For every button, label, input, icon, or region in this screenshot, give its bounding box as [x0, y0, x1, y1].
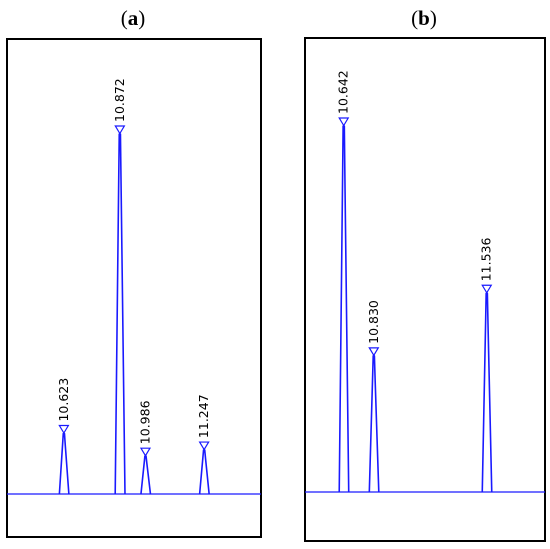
panel-b: (b) 10.642 10.830 11.536 [304, 6, 546, 542]
peak-marker-a-0 [58, 424, 70, 435]
peak-label-a-3: 11.247 [196, 394, 211, 438]
panel-a: (a) 10.623 10.872 10.986 11.247 [6, 6, 262, 538]
peak-label-b-0: 10.642 [336, 70, 351, 114]
peak-marker-b-2 [481, 284, 493, 294]
panel-a-frame [6, 38, 262, 538]
peak-marker-a-3 [198, 441, 210, 451]
peak-label-b-1: 10.830 [366, 300, 381, 344]
panel-b-title: (b) [411, 6, 437, 30]
peak-marker-b-1 [368, 347, 380, 357]
panel-b-plot: 10.642 10.830 11.536 [336, 70, 494, 493]
peak-marker-a-1 [114, 125, 126, 135]
peak-label-a-2: 10.986 [137, 400, 152, 444]
panel-a-title: (a) [121, 6, 146, 30]
peak-marker-a-2 [139, 447, 152, 457]
peak-label-b-2: 11.536 [479, 237, 494, 281]
peak-label-a-0: 10.623 [56, 378, 71, 422]
peak-marker-b-0 [338, 117, 350, 127]
peak-label-a-1: 10.872 [112, 78, 127, 122]
panel-a-plot: 10.623 10.872 10.986 11.247 [56, 78, 211, 495]
